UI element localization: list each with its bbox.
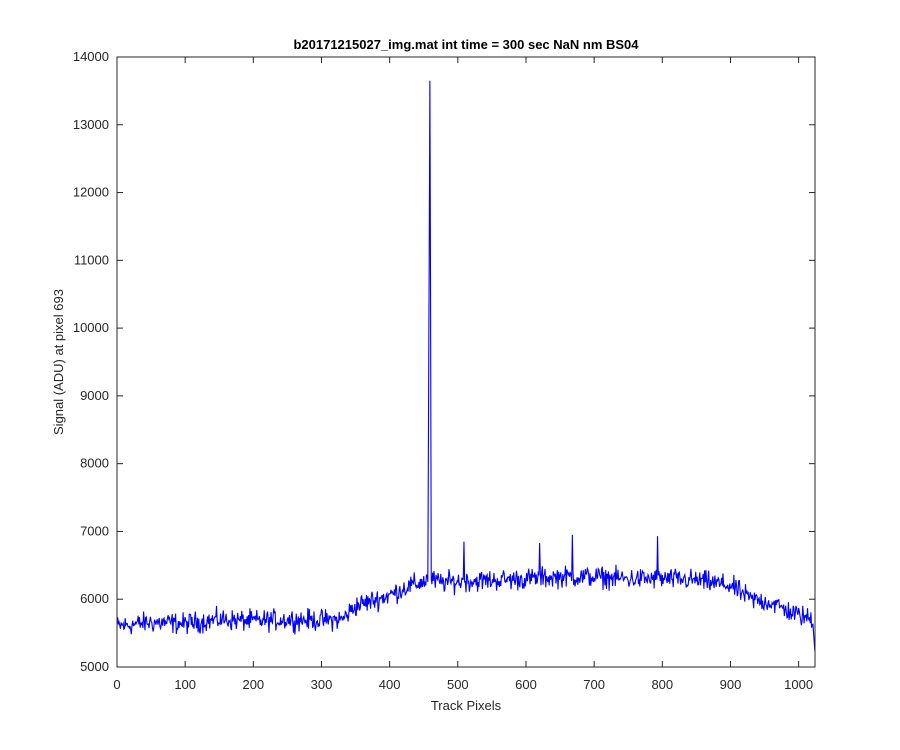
x-tick-label: 900 xyxy=(720,677,742,692)
y-tick-label: 6000 xyxy=(80,591,109,606)
y-tick-label: 9000 xyxy=(80,388,109,403)
chart-title: b20171215027_img.mat int time = 300 sec … xyxy=(293,37,639,52)
y-axis-label: Signal (ADU) at pixel 693 xyxy=(51,289,66,435)
x-tick-label: 700 xyxy=(583,677,605,692)
y-tick-label: 8000 xyxy=(80,456,109,471)
x-tick-label: 300 xyxy=(311,677,333,692)
y-tick-label: 13000 xyxy=(73,117,109,132)
x-tick-label: 500 xyxy=(447,677,469,692)
x-tick-label: 800 xyxy=(651,677,673,692)
x-tick-label: 100 xyxy=(174,677,196,692)
y-tick-label: 7000 xyxy=(80,523,109,538)
plot-area xyxy=(117,57,815,667)
signal-series-line xyxy=(116,80,816,653)
y-tick-label: 5000 xyxy=(80,659,109,674)
x-tick-label: 0 xyxy=(113,677,120,692)
y-tick-label: 14000 xyxy=(73,49,109,64)
tick-labels: 0 100 200 300 400 500 600 700 800 900 1000 5000 6000… xyxy=(73,49,813,692)
x-tick-label: 600 xyxy=(515,677,537,692)
y-tick-label: 12000 xyxy=(73,185,109,200)
plot-frame xyxy=(116,56,816,668)
x-axis-label: Track Pixels xyxy=(431,698,502,713)
x-tick-label: 400 xyxy=(379,677,401,692)
x-tick-label: 1000 xyxy=(784,677,813,692)
y-tick-label: 11000 xyxy=(74,252,109,267)
y-tick-label: 10000 xyxy=(73,320,109,335)
x-tick-label: 200 xyxy=(242,677,264,692)
